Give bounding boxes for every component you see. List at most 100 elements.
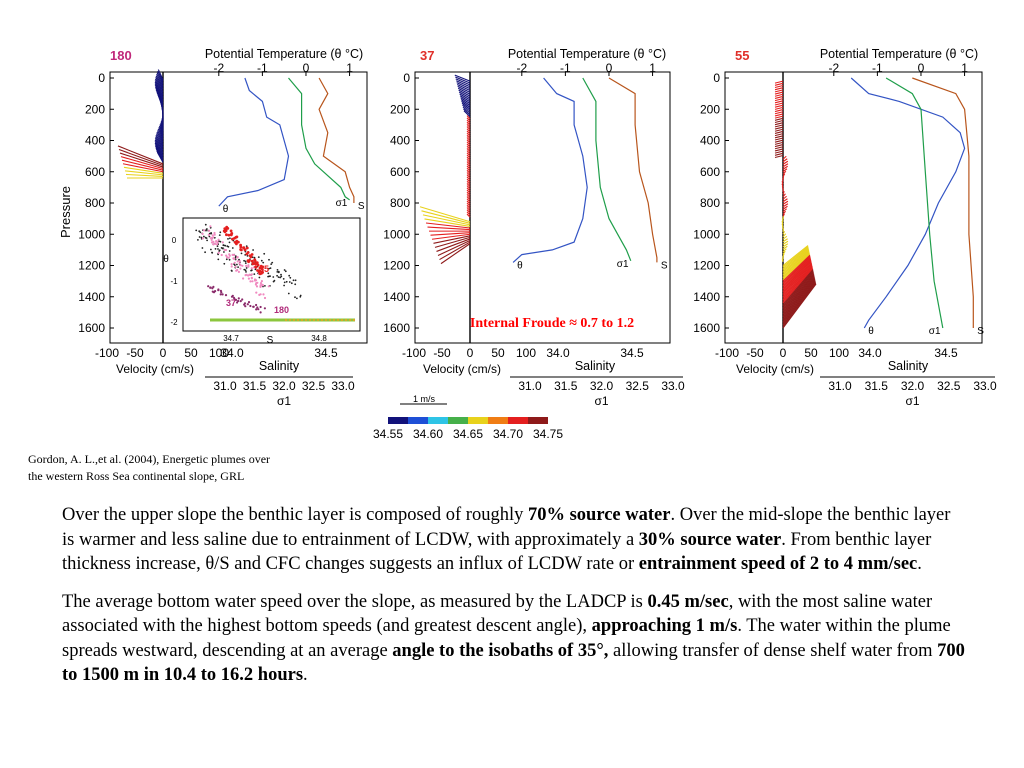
pressure-tick-label: 1000 [78,227,105,241]
velocity-vector [156,152,164,163]
velocity-vector [158,125,164,136]
sigma-tick-label: 32.5 [937,379,961,393]
inset-point [273,279,276,282]
inset-point [206,239,209,242]
pressure-tick-label: 1200 [383,259,410,273]
velocity-vector [461,100,471,108]
inset-point [240,252,243,255]
velocity-vector [466,150,471,155]
inset-label-37: 37 [226,298,236,308]
velocity-vector [466,132,471,137]
inset-point [239,267,242,270]
inset-point [235,239,239,243]
colorbar-swatch [448,417,468,424]
inset-point [276,269,279,271]
velocity-vector [154,142,164,154]
inset-point [215,240,218,243]
inset-x-tick-label: 34.7 [223,334,239,343]
velocity-vector [466,141,471,146]
inset-point [204,251,207,254]
inset-point [259,284,262,287]
velocity-vector [782,282,817,327]
velocity-vector [782,160,789,165]
salinity-tick-label: 34.5 [620,346,644,360]
velocity-vector [466,191,471,196]
velocity-vector [782,273,815,312]
inset-point [280,273,282,276]
inset-point [254,268,257,271]
velocity-vector [155,77,164,88]
inset-point [255,303,258,307]
velocity-vector [782,274,815,313]
velocity-vector [425,222,471,229]
velocity-vector [782,251,810,277]
velocity-vector [782,272,815,310]
inset-point [252,249,255,251]
inset-point [231,247,234,249]
p2-bold-2: approaching 1 m/s [591,616,738,636]
station-label: 180 [110,48,132,63]
inset-point [203,235,205,238]
velocity-vector [419,206,471,223]
inset-point [245,273,248,276]
velocity-vector [424,218,471,227]
velocity-vector [782,158,788,163]
velocity-vector [433,235,471,244]
velocity-vector [774,133,784,137]
inset-point [238,258,240,261]
velocity-vector [463,110,471,118]
colorbar-tick-label: 34.60 [413,427,443,441]
pressure-tick-label: 0 [713,71,720,85]
velocity-tick-label: -50 [433,346,451,360]
velocity-vector [156,72,164,83]
velocity-vector [154,84,164,96]
theta-tick-label: -2 [213,61,224,75]
velocity-vector [462,104,471,112]
inset-point [258,266,262,270]
velocity-vector [459,93,471,101]
inset-point [198,230,201,233]
inset-point [237,266,240,268]
salinity-tick-label: 34.0 [546,346,570,360]
inset-point [211,251,214,254]
inset-point [235,269,238,272]
velocity-vector [774,102,784,106]
velocity-vector [466,213,471,218]
inset-point [294,296,296,299]
sigma-tick-label: 33.0 [661,379,685,393]
inset-point [208,229,211,232]
velocity-vector [462,106,471,114]
p1-text-3: . From benthic layer thickness increase,… [62,529,932,575]
theta-tick-label: 1 [961,61,968,75]
velocity-vector [782,280,816,324]
inset-point [262,293,265,296]
velocity-vector [466,123,471,128]
velocity-vector [466,134,471,139]
inset-point [245,246,249,250]
velocity-tick-label: 50 [491,346,505,360]
inset-point [284,270,287,273]
velocity-vector [782,247,809,270]
velocity-vector [774,154,784,159]
inset-point [224,294,228,297]
inset-point [255,308,258,311]
velocity-vector [156,73,164,85]
inset-point [245,245,248,248]
p2-bold-4: 700 to 1500 m in 10.4 to 16.2 hours [62,640,965,686]
velocity-vector [436,238,471,252]
velocity-vector [466,139,471,144]
inset-point [236,263,238,266]
pressure-tick-label: 0 [403,71,410,85]
velocity-vector [782,278,816,321]
velocity-tick-label: 100 [209,346,229,360]
velocity-vector [782,261,812,293]
velocity-vector [466,180,471,185]
inset-point [241,264,244,267]
salinity-tick-label: 34.5 [934,346,958,360]
inset-y-title: θ [163,254,169,265]
inset-point [288,281,291,283]
inset-point [230,295,234,298]
colorbar-tick-label: 34.65 [453,427,483,441]
pressure-tick-label: 400 [85,134,105,148]
inset-point [292,279,295,282]
